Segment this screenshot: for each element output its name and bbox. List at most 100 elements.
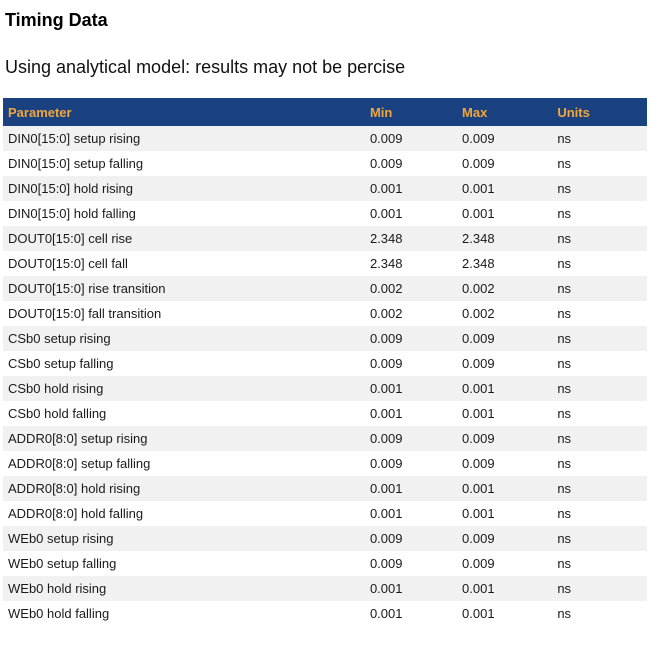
cell-units: ns xyxy=(557,156,572,171)
cell-max: 0.001 xyxy=(462,381,495,396)
cell-max: 0.009 xyxy=(462,456,495,471)
cell-max: 0.009 xyxy=(462,531,495,546)
cell-min: 0.009 xyxy=(369,331,403,346)
table-row: WEb0 setup rising 0.009 0.009 ns xyxy=(3,526,647,551)
cell-max: 0.001 xyxy=(462,406,495,421)
table-row: WEb0 hold falling 0.001 0.001 ns xyxy=(3,601,647,626)
cell-max: 0.001 xyxy=(462,181,495,196)
timing-data-page: Timing Data Using analytical model: resu… xyxy=(3,10,647,626)
cell-min: 0.009 xyxy=(369,156,403,171)
cell-parameter: DOUT0[15:0] cell rise xyxy=(8,231,133,246)
cell-min: 0.001 xyxy=(369,606,403,621)
cell-min: 2.348 xyxy=(369,231,403,246)
cell-units: ns xyxy=(557,306,572,321)
cell-parameter: DOUT0[15:0] fall transition xyxy=(8,306,162,321)
header-row: Parameter Min Max Units xyxy=(3,98,647,126)
timing-table-body: DIN0[15:0] setup rising 0.009 0.009 ns DIN0[… xyxy=(3,126,647,626)
cell-min: 0.009 xyxy=(369,131,403,146)
table-row: DIN0[15:0] hold falling 0.001 0.001 ns xyxy=(3,201,647,226)
cell-max: 0.009 xyxy=(462,156,495,171)
table-row: ADDR0[8:0] setup falling 0.009 0.009 ns xyxy=(3,451,647,476)
cell-parameter: CSb0 setup falling xyxy=(8,356,114,371)
table-row: CSb0 setup rising 0.009 0.009 ns xyxy=(3,326,647,351)
cell-units: ns xyxy=(557,381,572,396)
cell-max: 2.348 xyxy=(462,256,495,271)
table-row: WEb0 setup falling 0.009 0.009 ns xyxy=(3,551,647,576)
table-row: CSb0 setup falling 0.009 0.009 ns xyxy=(3,351,647,376)
table-row: DOUT0[15:0] rise transition 0.002 0.002 ns xyxy=(3,276,647,301)
table-row: DOUT0[15:0] cell rise 2.348 2.348 ns xyxy=(3,226,647,251)
timing-table-header: Parameter Min Max Units xyxy=(3,98,647,126)
cell-max: 0.001 xyxy=(462,606,495,621)
cell-max: 0.001 xyxy=(462,206,495,221)
page-subtitle: Using analytical model: results may not … xyxy=(5,57,406,77)
cell-max: 0.002 xyxy=(462,281,495,296)
table-row: CSb0 hold falling 0.001 0.001 ns xyxy=(3,401,647,426)
timing-table: Parameter Min Max Units DIN0[15:0] setup… xyxy=(3,98,647,626)
cell-max: 0.009 xyxy=(462,556,495,571)
cell-parameter: ADDR0[8:0] hold rising xyxy=(8,481,141,496)
cell-parameter: DIN0[15:0] hold falling xyxy=(8,206,136,221)
cell-max: 2.348 xyxy=(462,231,495,246)
cell-parameter: WEb0 setup falling xyxy=(8,556,117,571)
cell-min: 0.001 xyxy=(369,181,403,196)
cell-parameter: DIN0[15:0] setup rising xyxy=(8,131,141,146)
cell-units: ns xyxy=(557,256,572,271)
column-header-parameter: Parameter xyxy=(3,98,365,126)
cell-max: 0.001 xyxy=(462,481,495,496)
cell-min: 0.001 xyxy=(369,381,403,396)
cell-parameter: WEb0 hold rising xyxy=(8,581,107,596)
cell-min: 0.001 xyxy=(369,206,403,221)
cell-min: 0.001 xyxy=(369,406,403,421)
table-row: ADDR0[8:0] setup rising 0.009 0.009 ns xyxy=(3,426,647,451)
column-header-min: Min xyxy=(364,98,458,126)
cell-parameter: CSb0 hold falling xyxy=(8,406,107,421)
cell-parameter: DIN0[15:0] setup falling xyxy=(8,156,144,171)
cell-max: 0.001 xyxy=(462,581,495,596)
cell-parameter: DIN0[15:0] hold rising xyxy=(8,181,134,196)
cell-parameter: ADDR0[8:0] setup falling xyxy=(8,456,151,471)
table-row: WEb0 hold rising 0.001 0.001 ns xyxy=(3,576,647,601)
cell-units: ns xyxy=(557,231,572,246)
cell-units: ns xyxy=(557,506,572,521)
table-row: DIN0[15:0] setup falling 0.009 0.009 ns xyxy=(3,151,647,176)
cell-parameter: ADDR0[8:0] hold falling xyxy=(8,506,144,521)
cell-min: 0.009 xyxy=(369,556,403,571)
cell-min: 0.009 xyxy=(369,531,403,546)
cell-max: 0.009 xyxy=(462,131,495,146)
cell-units: ns xyxy=(557,531,572,546)
cell-units: ns xyxy=(557,556,572,571)
cell-units: ns xyxy=(557,181,572,196)
cell-units: ns xyxy=(557,206,572,221)
table-row: DIN0[15:0] hold rising 0.001 0.001 ns xyxy=(3,176,647,201)
cell-max: 0.009 xyxy=(462,356,495,371)
page-title: Timing Data xyxy=(5,10,108,30)
cell-max: 0.009 xyxy=(462,331,495,346)
cell-parameter: CSb0 setup rising xyxy=(8,331,111,346)
cell-units: ns xyxy=(557,406,572,421)
table-row: DOUT0[15:0] cell fall 2.348 2.348 ns xyxy=(3,251,647,276)
cell-units: ns xyxy=(557,456,572,471)
cell-min: 0.001 xyxy=(369,581,403,596)
cell-units: ns xyxy=(557,581,572,596)
cell-max: 0.009 xyxy=(462,431,495,446)
cell-units: ns xyxy=(557,131,572,146)
cell-max: 0.001 xyxy=(462,506,495,521)
cell-max: 0.002 xyxy=(462,306,495,321)
cell-units: ns xyxy=(557,331,572,346)
cell-parameter: WEb0 hold falling xyxy=(8,606,110,621)
cell-min: 0.009 xyxy=(369,356,403,371)
cell-parameter: DOUT0[15:0] rise transition xyxy=(8,281,166,296)
cell-units: ns xyxy=(557,431,572,446)
cell-units: ns xyxy=(557,481,572,496)
cell-units: ns xyxy=(557,281,572,296)
cell-min: 0.009 xyxy=(369,456,403,471)
column-header-units: Units xyxy=(552,98,647,126)
cell-min: 0.002 xyxy=(369,306,403,321)
cell-parameter: ADDR0[8:0] setup rising xyxy=(8,431,148,446)
cell-parameter: WEb0 setup rising xyxy=(8,531,114,546)
cell-parameter: DOUT0[15:0] cell fall xyxy=(8,256,128,271)
cell-min: 0.001 xyxy=(369,506,403,521)
cell-units: ns xyxy=(557,356,572,371)
table-row: DOUT0[15:0] fall transition 0.002 0.002 ns xyxy=(3,301,647,326)
